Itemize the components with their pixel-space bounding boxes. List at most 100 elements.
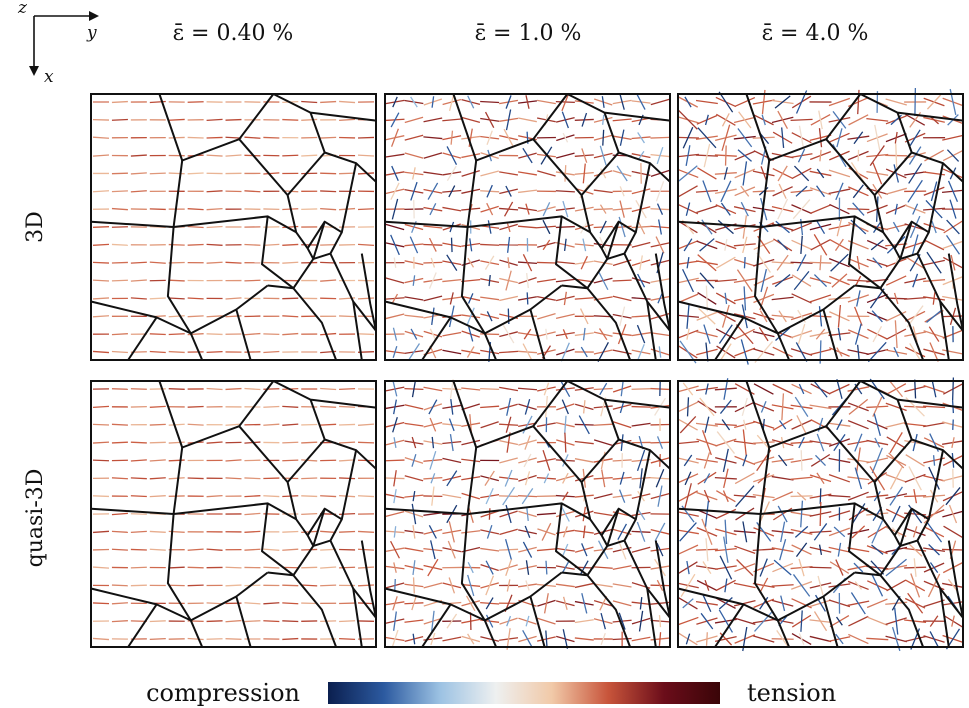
row-label-quasi-3d: quasi-3D (23, 469, 48, 568)
stress-vector (480, 243, 500, 246)
stress-vector-secondary (931, 220, 937, 234)
stress-vector (263, 548, 280, 551)
stress-vector-secondary (928, 466, 940, 490)
stress-vector-secondary (795, 185, 808, 197)
stress-vector (187, 548, 204, 551)
stress-vector-secondary (776, 254, 789, 271)
panel-frame (677, 93, 964, 361)
stress-vector (676, 440, 700, 445)
grain-boundary (822, 596, 839, 648)
stress-vector-secondary (721, 124, 731, 151)
stress-vector-secondary (703, 489, 711, 503)
stress-vector-secondary (701, 430, 712, 456)
stress-vector-secondary (686, 397, 690, 417)
stress-vector-secondary (703, 473, 711, 484)
stress-vector-secondary (853, 562, 864, 573)
colorbar: compression tension (146, 679, 836, 707)
stress-vector (263, 136, 280, 139)
stress-vector-secondary (854, 581, 863, 590)
stress-vector-secondary (466, 307, 475, 326)
stress-vector-secondary (505, 416, 512, 433)
stress-vector (339, 566, 356, 569)
stress-vector (612, 295, 632, 302)
stress-vector-secondary (410, 328, 418, 340)
stress-vector-secondary (561, 399, 569, 415)
stress-vector (168, 172, 185, 175)
stress-vector-secondary (836, 128, 843, 148)
stress-vector (111, 548, 128, 551)
stress-vector-secondary (523, 453, 532, 468)
stress-vector (828, 169, 851, 178)
stress-vector (187, 584, 204, 587)
stress-vector (714, 278, 737, 283)
stress-vector-secondary (815, 328, 826, 340)
stress-vector-secondary (737, 149, 752, 162)
stress-vector-secondary (800, 450, 803, 471)
grain-boundary (384, 587, 486, 622)
stress-vector-secondary (485, 597, 494, 610)
stress-vector-secondary (774, 95, 791, 109)
stress-vector-secondary (562, 132, 569, 143)
stress-vector (631, 405, 651, 408)
stress-vector-secondary (450, 399, 454, 415)
stress-vector-secondary (678, 109, 698, 130)
grain-boundary (272, 380, 377, 409)
stress-vector-secondary (428, 272, 437, 289)
stress-vector-secondary (912, 326, 918, 342)
stress-vector-secondary (929, 631, 939, 647)
stress-vector (111, 279, 128, 282)
stress-vector-secondary (411, 436, 417, 449)
stress-vector (263, 172, 280, 175)
stress-vector-secondary (742, 454, 748, 467)
stress-vector-secondary (485, 614, 494, 628)
stress-vector-secondary (742, 429, 747, 456)
stress-vector-secondary (907, 179, 923, 203)
stress-vector (168, 350, 185, 354)
stress-vector-secondary (684, 483, 692, 510)
grain-boundary (292, 287, 338, 361)
stress-vector (574, 619, 594, 624)
stress-vector-secondary (684, 471, 692, 486)
stress-vector-secondary (871, 574, 884, 597)
axis-label-z: z (17, 0, 28, 18)
stress-vector (187, 243, 204, 246)
stress-vector (442, 457, 462, 464)
stress-vector (320, 387, 337, 391)
stress-vector-secondary (486, 130, 493, 145)
grain-boundary (286, 151, 326, 196)
stress-vector (517, 189, 538, 194)
stress-vector-secondary (760, 401, 767, 413)
stress-vector-secondary (562, 526, 568, 538)
stress-vector (499, 295, 518, 302)
grain-boundary (859, 93, 964, 122)
stress-vector-secondary (486, 524, 493, 539)
stress-vector-secondary (601, 469, 606, 488)
stress-vector-secondary (391, 165, 399, 182)
stress-vector (149, 261, 166, 264)
grain-boundary (90, 300, 192, 335)
stress-vector (225, 136, 242, 139)
stress-vector-secondary (794, 396, 809, 418)
panel-quasi-3d-strain-3 (676, 377, 965, 652)
grain-boundary (873, 438, 913, 483)
stress-vector (612, 600, 632, 607)
stress-vector (168, 315, 185, 318)
stress-vector (734, 617, 756, 625)
stress-vector-secondary (835, 559, 844, 576)
stress-vector-secondary (929, 562, 939, 574)
stress-vector-secondary (813, 611, 828, 632)
stress-vector-secondary (390, 112, 400, 128)
stress-vector-secondary (777, 165, 788, 182)
stress-vector-secondary (658, 346, 662, 358)
stress-vector (339, 637, 356, 641)
stress-vector-secondary (781, 393, 785, 421)
stress-vector (92, 315, 110, 318)
stress-vector-secondary (616, 165, 628, 182)
stress-vector (942, 134, 964, 141)
stress-vector-secondary (545, 560, 548, 575)
stress-vector-secondary (819, 149, 822, 162)
stress-vector (92, 530, 110, 534)
stress-vector (244, 190, 261, 193)
stress-vector-secondary (469, 238, 473, 252)
stress-vector-secondary (735, 485, 755, 508)
